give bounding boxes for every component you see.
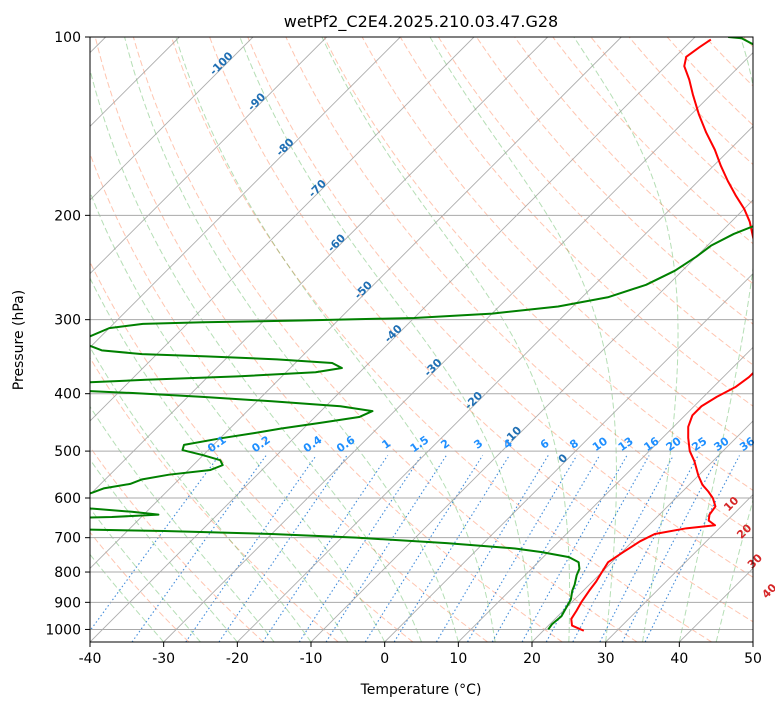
moist-adiabat-line	[321, 37, 571, 642]
dry-adiabat-line	[209, 37, 753, 623]
isotherm-line	[163, 52, 753, 642]
isotherm-line	[90, 37, 475, 422]
mixing-ratio-line	[218, 455, 348, 642]
x-axis-label: Temperature (°C)	[360, 682, 482, 698]
moist-adiabat-line	[90, 277, 349, 642]
mixing-ratio-line	[545, 455, 650, 642]
dry-adiabat-line	[90, 531, 190, 642]
mixing-ratio-line	[325, 455, 447, 642]
isotherm-line	[90, 37, 696, 642]
moist-adiabat-line	[175, 37, 496, 642]
dry-adiabat-line	[132, 37, 638, 642]
x-tick-label: 50	[744, 651, 762, 667]
moist-adiabat-line	[429, 37, 617, 642]
grid-layer	[90, 37, 753, 642]
temperature-profile-line	[570, 38, 753, 632]
mixing-ratio-line	[572, 455, 674, 642]
isotherm-line	[90, 37, 622, 569]
x-tick-label: 40	[670, 651, 688, 667]
y-axis-label: Pressure (hPa)	[11, 290, 27, 390]
dry-adiabat-line	[285, 37, 753, 535]
dry-adiabat-line	[94, 37, 563, 642]
isotherm-line	[458, 346, 753, 642]
dry-adiabat-line	[399, 37, 753, 407]
x-tick-label: 20	[523, 651, 541, 667]
isotherm-line	[90, 37, 254, 201]
moist-adiabat-line	[90, 405, 275, 642]
isotherm-line	[237, 125, 753, 642]
isotherm-line	[531, 420, 753, 642]
y-tick-label: 1000	[45, 622, 81, 638]
moist-adiabat-line	[90, 190, 386, 642]
isotherm-line	[90, 37, 327, 275]
isotherm-line	[384, 273, 753, 642]
axes-layer: -40 -30 -20 -10 0 10 20 30 40 50 1000 900 800 700 600 5…	[45, 30, 762, 667]
mixing-ratio-line	[90, 455, 220, 632]
isotherm-line	[90, 37, 401, 348]
y-tick-label: 200	[54, 208, 81, 224]
mixing-ratio-line	[621, 455, 720, 642]
x-tick-label: -30	[152, 651, 175, 667]
y-tick-label: 400	[54, 387, 81, 403]
isotherm-line	[605, 494, 753, 642]
dry-adiabat-line	[247, 37, 753, 578]
y-tick-label: 700	[54, 531, 81, 547]
dry-adiabat-line	[90, 260, 414, 642]
moist-adiabat-line	[90, 67, 422, 642]
dry-adiabat-line	[438, 37, 753, 366]
y-tick-label: 100	[54, 30, 81, 46]
x-tick-label: 30	[597, 651, 615, 667]
moist-adiabat-line	[90, 553, 165, 642]
x-tick-label: -10	[300, 651, 323, 667]
moist-adiabat-line	[90, 346, 312, 642]
y-tick-label: 300	[54, 313, 81, 329]
chart-title: wetPf2_C2E4.2025.210.03.47.G28	[284, 12, 558, 32]
dry-adiabat-line	[90, 356, 339, 642]
x-tick-label: 0	[380, 651, 389, 667]
y-tick-label: 600	[54, 491, 81, 507]
mixing-ratio-line	[364, 455, 484, 642]
moist-adiabat-line	[573, 37, 679, 642]
x-tick-label: -40	[79, 651, 102, 667]
mixing-ratio-line	[298, 455, 422, 642]
moist-adiabat-line	[239, 37, 533, 642]
y-tick-label: 900	[54, 595, 81, 611]
y-tick-label: 800	[54, 565, 81, 581]
dewpoint-profile-line	[90, 37, 753, 631]
mixing-ratio-line	[262, 455, 389, 642]
moist-adiabat-line	[90, 507, 201, 642]
series-layer	[90, 37, 753, 632]
moist-adiabat-line	[124, 37, 459, 642]
x-tick-label: -20	[226, 651, 249, 667]
isotherm-line	[90, 37, 548, 496]
mixing-ratio-line	[644, 455, 740, 642]
dry-adiabat-line	[323, 37, 753, 491]
mixing-ratio-line	[435, 455, 549, 642]
mixing-ratio-line	[393, 455, 510, 642]
plot-frame	[89, 36, 754, 643]
y-tick-label: 500	[54, 444, 81, 460]
x-tick-label: 10	[449, 651, 467, 667]
moist-adiabat-line	[678, 37, 753, 642]
mixing-ratio-line	[599, 455, 699, 642]
